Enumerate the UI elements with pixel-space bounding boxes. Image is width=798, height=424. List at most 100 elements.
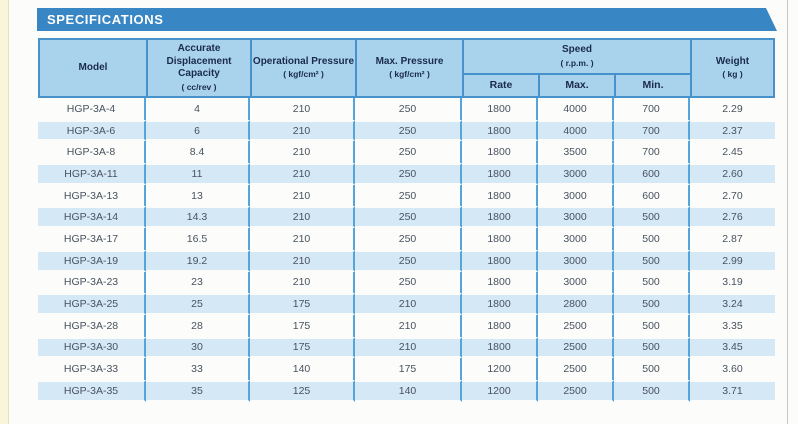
cell-model: HGP-3A-11 — [38, 163, 146, 185]
cell-speed-max: 3000 — [538, 271, 614, 294]
column-header-operational-pressure-label: Operational Pressure — [252, 55, 355, 67]
cell-speed-min: 500 — [614, 293, 690, 315]
cell-speed-rate: 1200 — [462, 358, 538, 380]
cell-weight: 2.37 — [690, 119, 775, 142]
cell-capacity: 23 — [146, 271, 250, 294]
page-title: SPECIFICATIONS — [47, 12, 164, 27]
cell-speed-rate: 1800 — [462, 119, 538, 142]
cell-capacity: 4 — [146, 98, 250, 120]
cell-speed-min: 500 — [614, 228, 690, 250]
cell-model: HGP-3A-23 — [38, 271, 146, 294]
cell-operational-pressure: 210 — [250, 271, 355, 294]
table-row: HGP-3A-8 8.4 210 250 1800 3500 700 2.45 — [38, 141, 775, 164]
cell-model: HGP-3A-14 — [38, 206, 146, 229]
cell-speed-max: 3500 — [538, 141, 614, 164]
cell-speed-min: 700 — [614, 119, 690, 142]
cell-max-pressure: 250 — [355, 206, 462, 229]
cell-operational-pressure: 140 — [250, 358, 355, 380]
column-header-capacity-label: Accurate Displacement Capacity — [166, 43, 232, 80]
cell-model: HGP-3A-13 — [38, 184, 146, 207]
cell-operational-pressure: 210 — [250, 249, 355, 272]
cell-weight: 3.19 — [690, 271, 775, 294]
cell-max-pressure: 250 — [355, 163, 462, 185]
cell-speed-rate: 1800 — [462, 98, 538, 120]
cell-speed-max: 3000 — [538, 228, 614, 250]
cell-speed-max: 2500 — [538, 314, 614, 337]
cell-speed-min: 500 — [614, 206, 690, 229]
cell-speed-rate: 1800 — [462, 184, 538, 207]
cell-speed-rate: 1800 — [462, 249, 538, 272]
table-row: HGP-3A-33 33 140 175 1200 2500 500 3.60 — [38, 358, 775, 380]
cell-weight: 2.76 — [690, 206, 775, 229]
cell-max-pressure: 250 — [355, 119, 462, 142]
column-header-speed-unit: ( r.p.m. ) — [560, 57, 594, 68]
table-row: HGP-3A-6 6 210 250 1800 4000 700 2.37 — [38, 119, 775, 142]
table-row: HGP-3A-28 28 175 210 1800 2500 500 3.35 — [38, 314, 775, 337]
cell-weight: 3.24 — [690, 293, 775, 315]
cell-speed-min: 500 — [614, 249, 690, 272]
cell-model: HGP-3A-17 — [38, 228, 146, 250]
cell-model: HGP-3A-6 — [38, 119, 146, 142]
column-header-weight-unit: ( kg ) — [722, 69, 743, 80]
cell-speed-max: 2500 — [538, 358, 614, 380]
cell-max-pressure: 250 — [355, 98, 462, 120]
column-header-speed-label: Speed — [561, 44, 592, 56]
cell-max-pressure: 250 — [355, 249, 462, 272]
specifications-table: Model Accurate Displacement Capacity ( c… — [38, 38, 775, 402]
cell-capacity: 30 — [146, 336, 250, 359]
cell-capacity: 25 — [146, 293, 250, 315]
cell-capacity: 28 — [146, 314, 250, 337]
cell-max-pressure: 210 — [355, 293, 462, 315]
table-row: HGP-3A-14 14.3 210 250 1800 3000 500 2.76 — [38, 206, 775, 229]
cell-weight: 2.29 — [690, 98, 775, 120]
cell-max-pressure: 250 — [355, 228, 462, 250]
cell-capacity: 13 — [146, 184, 250, 207]
cell-capacity: 16.5 — [146, 228, 250, 250]
cell-operational-pressure: 175 — [250, 314, 355, 337]
table-row: HGP-3A-25 25 175 210 1800 2800 500 3.24 — [38, 293, 775, 315]
column-header-max-pressure: Max. Pressure ( kgf/cm² ) — [355, 38, 462, 98]
cell-weight: 2.45 — [690, 141, 775, 164]
table-row: HGP-3A-19 19.2 210 250 1800 3000 500 2.99 — [38, 249, 775, 272]
cell-capacity: 6 — [146, 119, 250, 142]
table-row: HGP-3A-30 30 175 210 1800 2500 500 3.45 — [38, 336, 775, 359]
specifications-banner: SPECIFICATIONS — [37, 8, 777, 31]
column-header-operational-pressure: Operational Pressure ( kgf/cm² ) — [250, 38, 355, 98]
table-row: HGP-3A-35 35 125 140 1200 2500 500 3.71 — [38, 379, 775, 402]
cell-operational-pressure: 210 — [250, 98, 355, 120]
cell-model: HGP-3A-25 — [38, 293, 146, 315]
cell-speed-max: 4000 — [538, 98, 614, 120]
table-body: HGP-3A-4 4 210 250 1800 4000 700 2.29 HGP-3A-6 6 2… — [38, 98, 775, 402]
column-header-max-pressure-unit: ( kgf/cm² ) — [389, 69, 430, 80]
cell-model: HGP-3A-8 — [38, 141, 146, 164]
column-header-speed-group: Speed ( r.p.m. ) — [462, 38, 690, 75]
column-header-speed-max: Max. — [538, 75, 614, 98]
cell-max-pressure: 250 — [355, 271, 462, 294]
cell-capacity: 11 — [146, 163, 250, 185]
cell-speed-min: 500 — [614, 271, 690, 294]
cell-capacity: 19.2 — [146, 249, 250, 272]
cell-speed-min: 600 — [614, 163, 690, 185]
header-row-main: Model Accurate Displacement Capacity ( c… — [38, 38, 775, 98]
table-row: HGP-3A-4 4 210 250 1800 4000 700 2.29 — [38, 98, 775, 120]
cell-speed-min: 500 — [614, 358, 690, 380]
cell-speed-min: 500 — [614, 314, 690, 337]
cell-weight: 2.70 — [690, 184, 775, 207]
column-header-model-label: Model — [78, 61, 108, 73]
cell-speed-min: 700 — [614, 141, 690, 164]
table-row: HGP-3A-11 11 210 250 1800 3000 600 2.60 — [38, 163, 775, 185]
cell-capacity: 8.4 — [146, 141, 250, 164]
cell-weight: 2.99 — [690, 249, 775, 272]
cell-model: HGP-3A-19 — [38, 249, 146, 272]
cell-speed-max: 3000 — [538, 184, 614, 207]
cell-speed-max: 2800 — [538, 293, 614, 315]
cell-speed-rate: 1800 — [462, 336, 538, 359]
cell-max-pressure: 140 — [355, 379, 462, 402]
cell-speed-min: 500 — [614, 336, 690, 359]
page-right-edge-line — [787, 0, 788, 424]
column-header-model: Model — [38, 38, 146, 98]
cell-speed-max: 2500 — [538, 336, 614, 359]
cell-model: HGP-3A-4 — [38, 98, 146, 120]
cell-operational-pressure: 125 — [250, 379, 355, 402]
cell-speed-max: 3000 — [538, 206, 614, 229]
